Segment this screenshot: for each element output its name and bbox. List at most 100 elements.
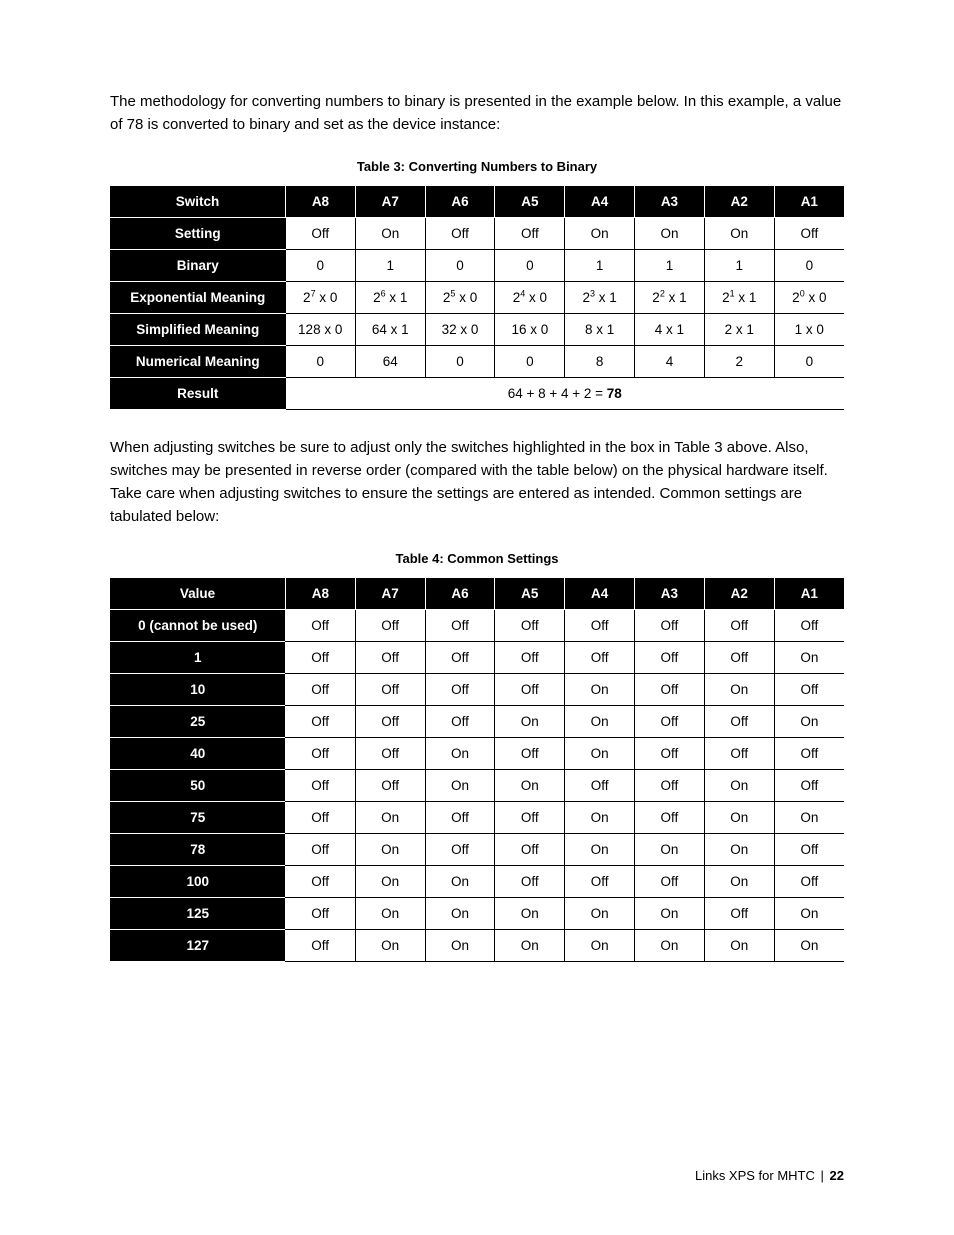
data-cell: On [495,929,565,961]
data-cell: Off [285,673,355,705]
table4-header-cell: A2 [704,578,774,610]
data-cell: On [495,897,565,929]
data-cell: Off [774,609,844,641]
data-cell: Off [285,897,355,929]
data-cell: Off [355,609,425,641]
table-row: 25OffOffOffOnOnOffOffOn [110,705,844,737]
data-cell: Off [635,641,705,673]
page-footer: Links XPS for MHTC | 22 [695,1168,844,1183]
data-cell: 8 x 1 [565,313,635,345]
data-cell: On [565,705,635,737]
data-cell: On [425,737,495,769]
footer-page-number: 22 [830,1168,844,1183]
data-cell: Off [774,673,844,705]
data-cell: On [355,865,425,897]
data-cell: On [774,705,844,737]
data-cell: 0 [495,249,565,281]
data-cell: 2 x 1 [704,313,774,345]
table-row: SettingOffOnOffOffOnOnOnOff [110,217,844,249]
data-cell: On [425,769,495,801]
data-cell: Off [565,865,635,897]
data-cell: 0 [286,249,356,281]
data-cell: Off [286,217,356,249]
table-row: Simplified Meaning128 x 064 x 132 x 016 … [110,313,844,345]
data-cell: 16 x 0 [495,313,565,345]
row-label: Binary [110,249,286,281]
data-cell: Off [495,641,565,673]
data-cell: Off [495,865,565,897]
table3-caption: Table 3: Converting Numbers to Binary [110,159,844,174]
middle-paragraph: When adjusting switches be sure to adjus… [110,436,844,529]
data-cell: On [704,217,774,249]
table-row: 127OffOnOnOnOnOnOnOn [110,929,844,961]
data-cell: On [704,929,774,961]
data-cell: Off [355,737,425,769]
data-cell: Off [425,641,495,673]
row-label: Simplified Meaning [110,313,286,345]
data-cell: On [425,897,495,929]
data-cell: Off [495,801,565,833]
table-row: Binary01001110 [110,249,844,281]
data-cell: On [704,833,774,865]
table3-header-cell: A6 [425,186,495,218]
data-cell: Off [285,865,355,897]
data-cell: 1 x 0 [774,313,844,345]
data-cell: Off [425,217,495,249]
data-cell: 1 [565,249,635,281]
data-cell: 64 [355,345,425,377]
data-cell: On [704,769,774,801]
table-row: 10OffOffOffOffOnOffOnOff [110,673,844,705]
data-cell: Off [355,705,425,737]
data-cell: Off [704,705,774,737]
footer-doc-title: Links XPS for MHTC [695,1168,815,1183]
table3-header-cell: A7 [355,186,425,218]
row-label: 1 [110,641,285,673]
data-cell: On [565,833,635,865]
data-cell: Off [355,673,425,705]
data-cell: On [355,897,425,929]
data-cell: On [355,929,425,961]
row-label: 0 (cannot be used) [110,609,285,641]
row-label: 125 [110,897,285,929]
data-cell: 1 [704,249,774,281]
table4-header-cell: A3 [635,578,705,610]
data-cell: Off [285,737,355,769]
intro-paragraph: The methodology for converting numbers t… [110,90,844,137]
data-cell: 24 x 0 [495,281,565,313]
row-label: 75 [110,801,285,833]
data-cell: 2 [704,345,774,377]
data-cell: Off [635,801,705,833]
data-cell: Off [495,609,565,641]
data-cell: Off [425,833,495,865]
data-cell: On [774,897,844,929]
table4-header-row: Value A8 A7 A6 A5 A4 A3 A2 A1 [110,578,844,610]
data-cell: 32 x 0 [425,313,495,345]
data-cell: On [425,929,495,961]
table-row: 50OffOffOnOnOffOffOnOff [110,769,844,801]
table3-header-cell: A2 [704,186,774,218]
table-row: Result64 + 8 + 4 + 2 = 78 [110,377,844,409]
table4: Value A8 A7 A6 A5 A4 A3 A2 A1 0 (cannot … [110,578,844,962]
footer-separator: | [821,1168,824,1183]
data-cell: Off [635,705,705,737]
table3-header-cell: Switch [110,186,286,218]
data-cell: Off [425,801,495,833]
data-cell: On [425,865,495,897]
data-cell: Off [774,737,844,769]
row-label: 40 [110,737,285,769]
row-label: 10 [110,673,285,705]
table3-header-cell: A4 [565,186,635,218]
table-row: 100OffOnOnOffOffOffOnOff [110,865,844,897]
data-cell: On [355,801,425,833]
data-cell: Off [495,833,565,865]
data-cell: On [355,217,425,249]
row-label: 25 [110,705,285,737]
data-cell: Off [635,609,705,641]
data-cell: Off [285,929,355,961]
table3-header-cell: A1 [774,186,844,218]
data-cell: Off [774,217,844,249]
data-cell: Off [425,609,495,641]
data-cell: 0 [774,345,844,377]
data-cell: Off [285,609,355,641]
data-cell: 0 [495,345,565,377]
